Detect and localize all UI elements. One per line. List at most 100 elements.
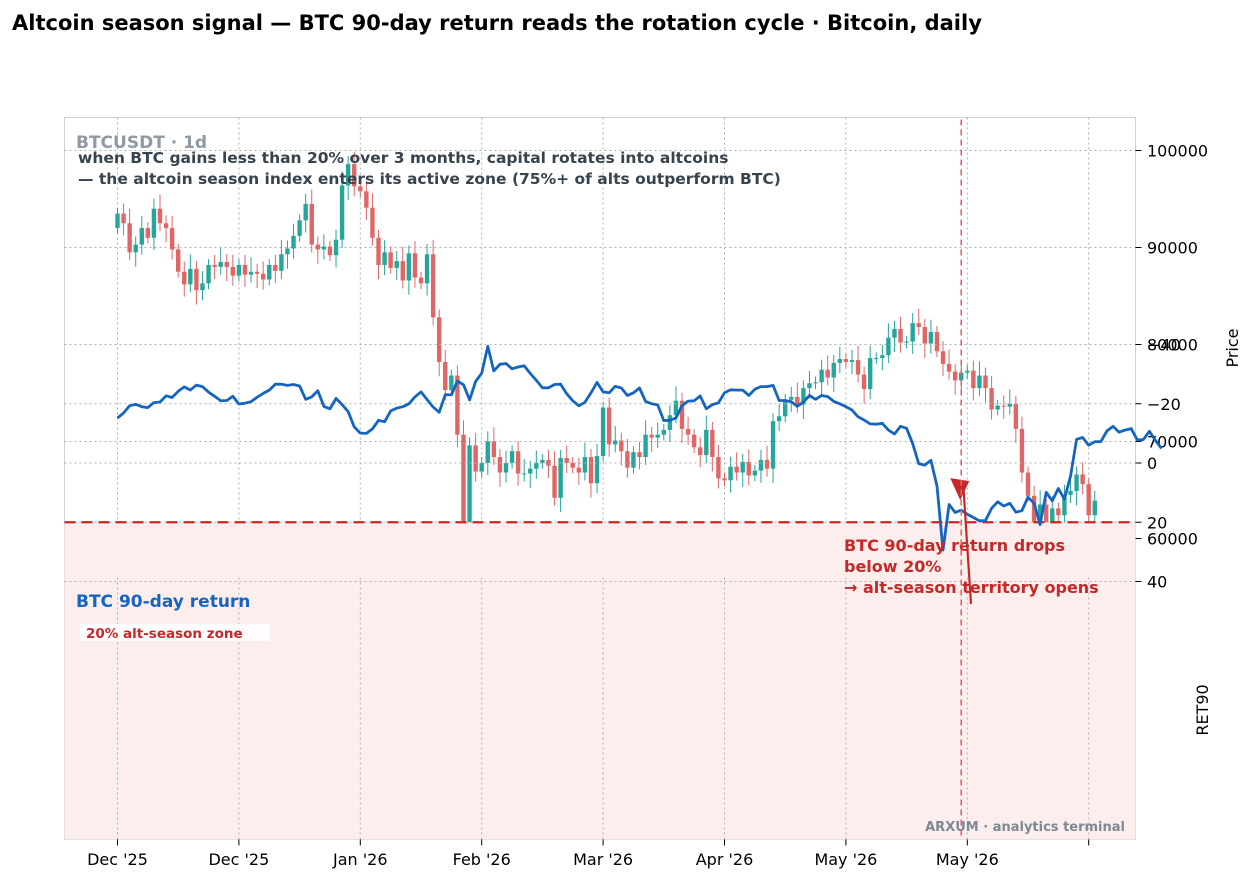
candle-body	[1092, 500, 1097, 516]
candle-body	[364, 191, 369, 208]
candle	[716, 444, 721, 489]
x-tick-label: Apr '26	[696, 850, 754, 869]
annotation-arrow	[950, 478, 973, 605]
candle	[649, 426, 654, 452]
price-y-ticks: 60000 70000 80000 90000 100000	[1135, 142, 1208, 549]
candle	[613, 426, 618, 453]
candle-body	[376, 237, 381, 265]
candle-body	[861, 374, 867, 390]
candle	[983, 367, 988, 403]
candle-body	[728, 466, 733, 481]
candle	[133, 236, 138, 267]
candle-body	[946, 363, 952, 372]
candle	[358, 180, 363, 198]
candle-body	[643, 434, 648, 458]
candle	[946, 349, 952, 380]
candle	[710, 421, 715, 472]
candle	[691, 428, 697, 454]
return-tick-label: 0	[1147, 454, 1157, 473]
candle-body	[928, 331, 934, 344]
return-x-ticks: Dec '25 Dec '25 Jan '26 Feb '26 Mar '26 Apr '…	[87, 839, 1090, 869]
candle-body	[121, 213, 126, 224]
candle	[260, 261, 266, 290]
candle	[443, 349, 448, 401]
candle-body	[1074, 474, 1079, 491]
candle	[1062, 484, 1067, 528]
candle-body	[1080, 474, 1085, 485]
candle-body	[188, 268, 193, 285]
candle-body	[916, 323, 921, 328]
series-line-ret90	[116, 344, 1163, 552]
candle	[770, 413, 776, 484]
return-y-axis-label: RET90	[1193, 684, 1212, 735]
candle-body	[145, 228, 151, 238]
candle	[370, 193, 375, 246]
candle	[437, 309, 442, 377]
candle-body	[352, 164, 357, 187]
candle	[892, 321, 897, 353]
candle	[188, 254, 193, 293]
candle-body	[679, 400, 685, 429]
candle-body	[133, 244, 138, 253]
candle	[528, 460, 533, 488]
candle-body	[880, 355, 885, 359]
return-y-ticks: −40 −20 0 20 40	[1135, 336, 1181, 592]
candle-body	[151, 208, 157, 238]
candle-body	[783, 399, 788, 417]
candle	[206, 259, 211, 290]
candle-body	[1056, 508, 1061, 516]
candle	[157, 194, 163, 232]
candle	[1074, 466, 1079, 506]
return-panel-title: BTC 90-day return	[76, 592, 250, 612]
candle	[163, 215, 169, 243]
candle	[934, 326, 940, 358]
candle-body	[303, 203, 308, 221]
candle	[479, 457, 484, 478]
candle-body	[546, 459, 551, 466]
candle	[740, 453, 745, 487]
candle	[418, 271, 424, 290]
candle	[825, 355, 830, 386]
return-tick-label: −40	[1147, 336, 1181, 355]
candle	[364, 181, 369, 220]
watermark: ARXUM · analytics terminal	[925, 820, 1125, 835]
candle-body	[789, 396, 794, 400]
candle	[952, 363, 958, 395]
candle-body	[734, 466, 739, 473]
price-y-axis-label: Price	[1223, 328, 1242, 367]
candle-body	[910, 323, 915, 342]
candle-body	[995, 405, 1000, 410]
candle	[121, 203, 126, 236]
candle	[1080, 462, 1085, 495]
candle-body	[315, 244, 321, 250]
candle-body	[989, 388, 994, 410]
candle-body	[631, 452, 636, 468]
price-tick-label: 100000	[1147, 142, 1208, 161]
candle-body	[473, 445, 478, 472]
candle-body	[807, 383, 812, 389]
annotation-line-3: → alt-season territory opens	[844, 578, 1099, 597]
candle-body	[594, 456, 600, 484]
candle	[248, 257, 254, 283]
candle	[491, 427, 497, 465]
candle	[497, 449, 503, 487]
candle-body	[606, 407, 612, 445]
candle-body	[837, 359, 843, 363]
candle-body	[1001, 405, 1006, 407]
candle-body	[370, 207, 375, 238]
candle-body	[1025, 472, 1031, 496]
candle	[352, 151, 357, 197]
candle-body	[230, 266, 236, 276]
candle-body	[400, 261, 405, 281]
candle	[843, 353, 849, 368]
candle	[1019, 416, 1025, 483]
candle-body	[412, 253, 418, 278]
candle	[503, 450, 509, 483]
candle	[861, 366, 867, 404]
candle-body	[825, 369, 830, 378]
return-tick-label: −20	[1147, 395, 1181, 414]
candle-body	[467, 445, 472, 536]
candle-body	[625, 451, 630, 468]
candle-body	[163, 223, 169, 229]
candle	[594, 443, 600, 494]
